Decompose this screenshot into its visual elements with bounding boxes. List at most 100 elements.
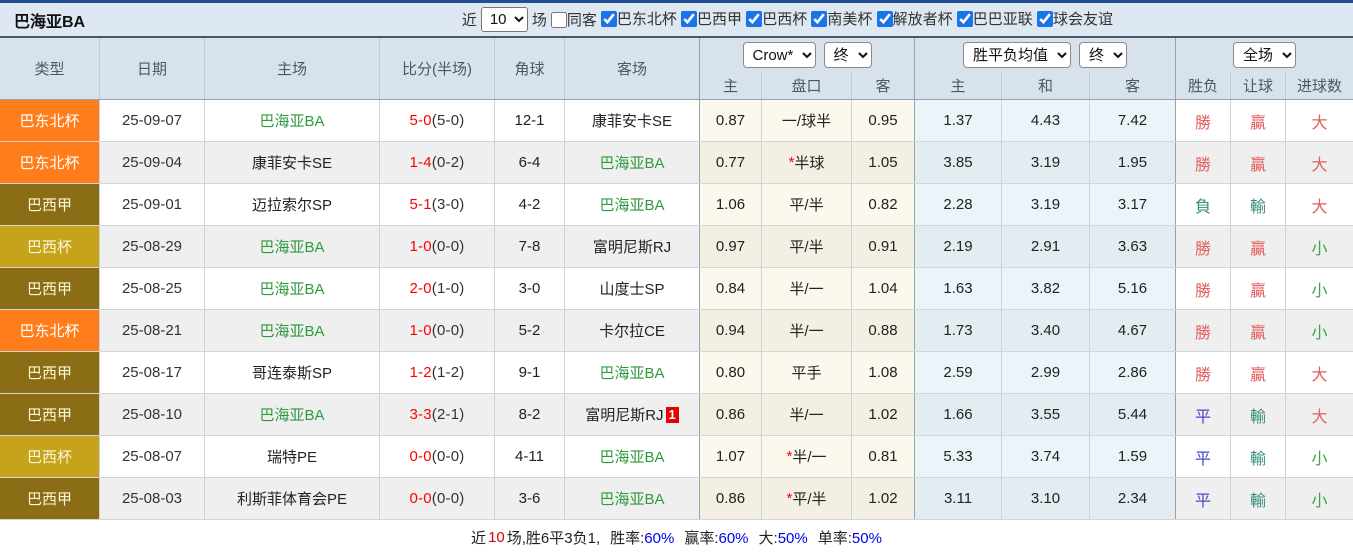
- asian-away-odds: 1.08: [852, 352, 915, 393]
- match-row: 巴西甲 25-09-01 迈拉索尔SP 5-1 (3-0) 4-2 巴海亚BA 1…: [0, 184, 1353, 226]
- asian-away-odds: 0.91: [852, 226, 915, 267]
- competition-checkbox[interactable]: [811, 10, 828, 27]
- europe-odds-group-header: 胜平负均值 终: [915, 38, 1176, 72]
- asian-home-odds: 0.77: [700, 142, 762, 183]
- euro-home-odds: 2.19: [915, 226, 1002, 267]
- handicap-text: 平/半: [792, 491, 827, 508]
- europe-odds-select[interactable]: 胜平负均值: [963, 42, 1071, 68]
- competition-type-badge: 巴西甲: [0, 352, 100, 393]
- competition-checkbox[interactable]: [681, 10, 698, 27]
- handicap-text: 半/一: [792, 449, 827, 466]
- halftime-score: (3-0): [431, 196, 465, 213]
- home-team-cell: 康菲安卡SE: [205, 142, 380, 183]
- goals-result: 小: [1286, 226, 1353, 267]
- asian-period-select[interactable]: 终: [823, 42, 872, 68]
- europe-period-select[interactable]: 终: [1079, 42, 1127, 68]
- euro-away-odds: 2.86: [1090, 352, 1176, 393]
- competition-label: 巴西甲: [697, 11, 743, 29]
- score-cell: 0-0 (0-0): [380, 478, 495, 519]
- over-rate-value: 50%: [777, 530, 808, 547]
- corner-score: 4-11: [495, 436, 565, 477]
- fulltime-score: 0-0: [409, 490, 432, 507]
- competition-checkbox[interactable]: [956, 10, 973, 27]
- competition-type-badge: 巴西甲: [0, 394, 100, 435]
- competition-checkbox[interactable]: [876, 10, 893, 27]
- handicap-result: 贏: [1231, 142, 1286, 183]
- same-venue-filter[interactable]: 同客: [550, 9, 597, 30]
- euro-home-odds: 1.66: [915, 394, 1002, 435]
- euro-draw-odds: 3.19: [1002, 184, 1090, 225]
- match-date: 25-08-21: [100, 310, 205, 351]
- col-header-corner: 角球: [495, 38, 565, 99]
- asian-odds-group-header: Crow* 终: [700, 38, 915, 72]
- filter-bar: 近 10 场 同客 巴东北杯 巴西甲 巴西杯 南美杯 解放者杯 巴巴亚联: [462, 7, 1113, 32]
- match-date: 25-09-01: [100, 184, 205, 225]
- competition-filter-item[interactable]: 南美杯: [811, 8, 872, 29]
- corner-score: 3-6: [495, 478, 565, 519]
- handicap-star: *: [786, 490, 793, 507]
- corner-score: 6-4: [495, 142, 565, 183]
- summary-count: 10: [488, 529, 505, 546]
- goals-result: 大: [1286, 142, 1353, 183]
- asian-home-odds: 0.84: [700, 268, 762, 309]
- competition-filter-item[interactable]: 巴西甲: [681, 8, 742, 29]
- competition-filter-list: 巴东北杯 巴西甲 巴西杯 南美杯 解放者杯 巴巴亚联 球会友谊: [600, 8, 1113, 31]
- score-cell: 1-2 (1-2): [380, 352, 495, 393]
- euro-away-odds: 2.34: [1090, 478, 1176, 519]
- summary-prefix: 近: [471, 530, 487, 547]
- competition-type-badge: 巴西杯: [0, 226, 100, 267]
- recent-count-select[interactable]: 10: [480, 7, 528, 32]
- score-cell: 1-0 (0-0): [380, 226, 495, 267]
- competition-checkbox[interactable]: [600, 10, 617, 27]
- corner-score: 3-0: [495, 268, 565, 309]
- home-team-cell: 巴海亚BA: [205, 394, 380, 435]
- competition-filter-item[interactable]: 球会友谊: [1036, 8, 1113, 29]
- competition-filter-item[interactable]: 巴东北杯: [600, 8, 677, 29]
- euro-away-odds: 7.42: [1090, 100, 1176, 141]
- goals-result: 小: [1286, 436, 1353, 477]
- sub-header-asian-home: 主: [700, 72, 762, 99]
- asian-home-odds: 0.87: [700, 100, 762, 141]
- competition-checkbox[interactable]: [746, 10, 763, 27]
- competition-filter-item[interactable]: 解放者杯: [876, 8, 953, 29]
- handicap-text: 半/一: [789, 281, 824, 298]
- home-team-cell: 巴海亚BA: [205, 310, 380, 351]
- handicap-line: 平手: [762, 352, 852, 393]
- away-team-name: 巴海亚BA: [599, 449, 665, 466]
- competition-filter-item[interactable]: 巴西杯: [746, 8, 807, 29]
- match-result: 平: [1176, 478, 1231, 519]
- win-rate-label: 胜率:: [610, 530, 645, 547]
- corner-score: 4-2: [495, 184, 565, 225]
- sub-header-asian-away: 客: [852, 72, 915, 99]
- handicap-line: 平/半: [762, 226, 852, 267]
- handicap-result: 贏: [1231, 310, 1286, 351]
- competition-checkbox[interactable]: [1036, 10, 1053, 27]
- match-row: 巴东北杯 25-09-07 巴海亚BA 5-0 (5-0) 12-1 康菲安卡SE…: [0, 100, 1353, 142]
- goals-result: 大: [1286, 100, 1353, 141]
- home-team-name: 利斯菲体育会PE: [236, 491, 347, 508]
- euro-draw-odds: 3.74: [1002, 436, 1090, 477]
- halftime-score: (0-0): [431, 322, 465, 339]
- away-team-cell: 巴海亚BA: [565, 352, 700, 393]
- fulltime-score: 2-0: [409, 280, 432, 297]
- red-card-badge: 1: [665, 406, 679, 423]
- euro-home-odds: 1.37: [915, 100, 1002, 141]
- match-date: 25-09-04: [100, 142, 205, 183]
- away-team-name: 富明尼斯RJ: [592, 239, 672, 256]
- euro-draw-odds: 3.40: [1002, 310, 1090, 351]
- win-rate-value: 60%: [644, 530, 675, 547]
- asian-home-odds: 0.97: [700, 226, 762, 267]
- scope-select[interactable]: 全场: [1233, 42, 1296, 68]
- match-date: 25-08-25: [100, 268, 205, 309]
- match-result: 勝: [1176, 226, 1231, 267]
- same-venue-checkbox[interactable]: [550, 11, 567, 28]
- recent-label-suffix: 场: [531, 12, 547, 29]
- corner-score: 8-2: [495, 394, 565, 435]
- match-row: 巴东北杯 25-09-04 康菲安卡SE 1-4 (0-2) 6-4 巴海亚BA …: [0, 142, 1353, 184]
- odds-provider-select[interactable]: Crow*: [742, 42, 816, 68]
- fulltime-score: 0-0: [409, 448, 432, 465]
- handicap-text: 半/一: [789, 323, 824, 340]
- away-team-name: 卡尔拉CE: [599, 323, 665, 340]
- competition-filter-item[interactable]: 巴巴亚联: [956, 8, 1033, 29]
- home-team-cell: 巴海亚BA: [205, 100, 380, 141]
